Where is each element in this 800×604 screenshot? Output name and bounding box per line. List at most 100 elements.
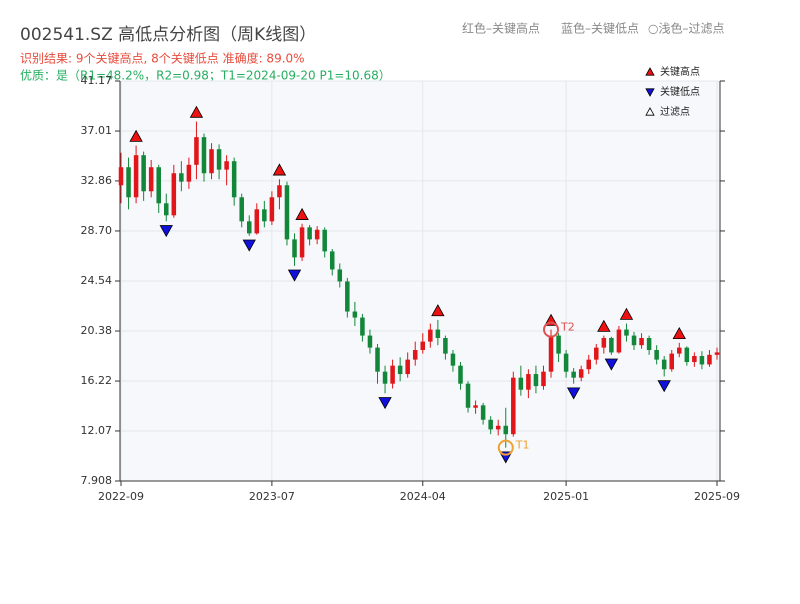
high-marker: [272, 163, 287, 176]
candle-body: [133, 155, 139, 198]
candle-body: [186, 164, 192, 182]
candle-body: [541, 371, 546, 387]
candle-body: [443, 337, 448, 354]
candle-body: [631, 335, 637, 346]
candle-body: [458, 365, 463, 384]
low-marker: [657, 380, 671, 393]
candle-body: [639, 337, 644, 346]
y-tick-label: 7.908: [81, 474, 113, 487]
candle-body: [533, 374, 539, 387]
legend-swatch: [645, 107, 655, 116]
low-marker: [604, 358, 619, 371]
y-tick-label: 28.70: [81, 224, 113, 237]
candle-body: [277, 185, 282, 198]
candle-body: [292, 239, 297, 258]
candle-body: [526, 374, 531, 390]
candle-body: [609, 337, 614, 353]
y-tick-label: 24.54: [81, 274, 113, 287]
candle-body: [194, 137, 199, 165]
candle-body: [231, 161, 237, 198]
x-tick-label: 2025-09: [694, 490, 740, 503]
candle-body: [239, 197, 244, 222]
candle-body: [699, 356, 705, 365]
x-tick-label: 2025-01: [543, 490, 589, 503]
candle-body: [518, 377, 524, 390]
high-marker: [431, 304, 445, 317]
candle-body: [495, 425, 501, 430]
candle-body: [594, 347, 599, 360]
candle-body: [397, 365, 403, 375]
candle-body: [352, 311, 358, 318]
candle-body: [571, 371, 576, 378]
candle-body: [465, 383, 471, 408]
candle-body: [209, 149, 214, 174]
header-note: ○浅色–过滤点: [648, 22, 724, 36]
candle-body: [420, 341, 426, 351]
annotation-label: T2: [560, 321, 575, 334]
quality-text: 优质：是（R1=48.2%，R2=0.98；T1=2024-09-20 P1=1…: [20, 69, 391, 83]
high-marker: [597, 319, 611, 332]
y-tick-label: 32.86: [81, 174, 113, 187]
low-marker: [287, 269, 302, 282]
high-marker: [619, 307, 634, 320]
header-note: 红色–关键高点: [462, 21, 540, 36]
candle-body: [601, 337, 607, 348]
candle-body: [503, 425, 509, 435]
candle-body: [511, 377, 516, 435]
candle-body: [375, 347, 380, 372]
high-marker: [189, 105, 204, 118]
candle-body: [345, 281, 350, 312]
candle-body: [390, 365, 395, 384]
low-marker: [159, 225, 173, 238]
x-tick-label: 2022-09: [98, 490, 144, 503]
candle-body: [714, 352, 720, 355]
candle-body: [307, 227, 312, 240]
candle-body: [661, 359, 667, 370]
legend-label: 关键低点: [660, 85, 700, 98]
candle-body: [118, 167, 124, 186]
candle-body: [669, 353, 674, 370]
candle-body: [654, 350, 659, 360]
candle-body: [126, 167, 131, 198]
candle-body: [141, 155, 146, 192]
annotation-circle: [497, 439, 514, 456]
candle-body: [488, 419, 493, 430]
candle-body: [314, 229, 320, 240]
candle-body: [586, 359, 592, 370]
high-marker: [295, 207, 309, 220]
candle-body: [337, 269, 343, 282]
candle-body: [428, 329, 433, 342]
header-note: 蓝色–关键低点: [561, 22, 639, 36]
candle-body: [677, 347, 682, 354]
annotation-label: T1: [515, 439, 530, 452]
low-marker: [566, 387, 581, 400]
x-tick-label: 2023-07: [249, 490, 295, 503]
candle-body: [556, 335, 561, 354]
legend-swatch: [645, 67, 655, 76]
candle-body: [616, 329, 622, 353]
candle-body: [405, 359, 410, 375]
y-tick-label: 41.17: [81, 74, 113, 87]
candle-body: [360, 317, 365, 336]
annotation-circle: [543, 321, 560, 338]
x-tick-label: 2024-04: [400, 490, 446, 503]
candle-body: [148, 167, 154, 192]
chart-title: 002541.SZ 高低点分析图（周K线图）: [20, 25, 316, 45]
candle-body: [216, 149, 222, 170]
candle-body: [382, 371, 388, 384]
candle-body: [171, 173, 177, 216]
candle-body: [480, 405, 486, 420]
candle-body: [412, 350, 418, 360]
candle-body: [164, 203, 169, 216]
candle-body: [578, 369, 584, 378]
result-text: 识别结果: 9个关键高点, 8个关键低点 准确度: 89.0%: [20, 51, 305, 66]
candle-body: [299, 227, 305, 258]
candle-body: [329, 251, 335, 270]
candle-body: [262, 209, 267, 222]
high-marker: [129, 129, 143, 142]
candle-body: [224, 161, 229, 170]
candle-body: [179, 173, 184, 182]
legend-label: 关键高点: [660, 65, 700, 78]
low-marker: [378, 397, 392, 410]
candle-body: [684, 347, 690, 363]
